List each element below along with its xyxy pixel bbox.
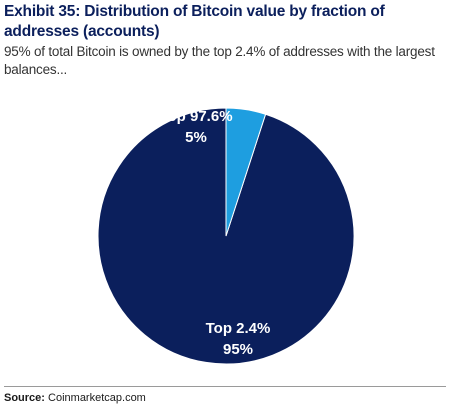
source-label: Source: [4,392,45,404]
pie-slice-1-label: Top 2.4% [206,320,271,337]
pie-slice-2 [225,107,267,237]
pie-slice-2-value: 5% [185,129,207,146]
pie-slice-2-label: Top 97.6% [159,108,232,125]
footer-divider [4,386,446,387]
chart-subtitle: 95% of total Bitcoin is owned by the top… [4,44,435,77]
pie-slice-1-value: 95% [223,341,253,358]
source-text: Coinmarketcap.com [48,392,146,404]
pie-labels: Top 2.4% 95% Top 97.6% 5% [159,108,270,358]
pie-slices [97,107,355,365]
chart-title: Exhibit 35: Distribution of Bitcoin valu… [4,3,385,40]
source-note: Source: Coinmarketcap.com [4,391,146,405]
